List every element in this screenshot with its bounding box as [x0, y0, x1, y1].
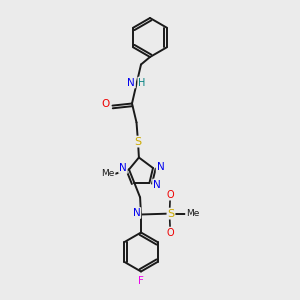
Text: S: S — [134, 136, 142, 147]
Text: Me: Me — [101, 169, 115, 178]
Text: O: O — [166, 190, 174, 200]
Text: N: N — [157, 161, 164, 172]
Text: N: N — [127, 77, 135, 88]
Text: O: O — [102, 99, 110, 109]
Text: N: N — [153, 179, 161, 190]
Text: F: F — [138, 275, 144, 286]
Text: Me: Me — [186, 209, 199, 218]
Text: O: O — [166, 227, 174, 238]
Text: N: N — [119, 163, 127, 173]
Text: S: S — [167, 208, 175, 219]
Text: N: N — [133, 208, 140, 218]
Text: H: H — [138, 77, 146, 88]
